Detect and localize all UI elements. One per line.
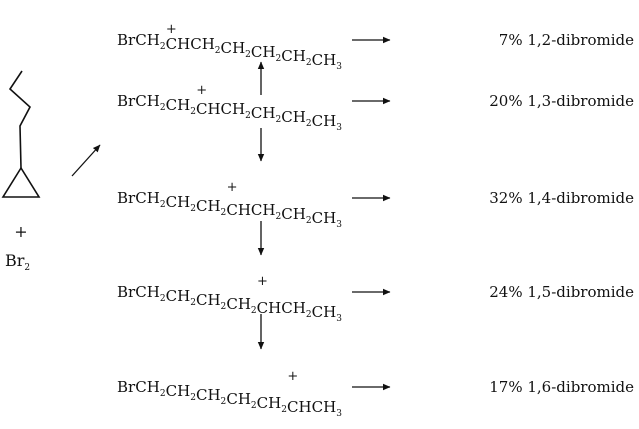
formula-segment: Br <box>117 92 136 110</box>
formula-segment: CH <box>196 386 221 404</box>
formula-segment: CH <box>251 104 276 122</box>
cation-formula-5: BrCH2CH2CH2CH2CH2CHCH3 <box>117 378 342 419</box>
formula-subscript: 2 <box>276 115 282 125</box>
carbocation-charge: + <box>287 369 298 384</box>
formula-subscript: 3 <box>336 409 342 419</box>
formula-subscript: 2 <box>306 58 312 68</box>
formula-subscript: 2 <box>306 310 312 320</box>
formula-segment: CHCH <box>257 299 306 317</box>
formula-subscript: 2 <box>245 111 251 121</box>
product-yield-3: 32% 1,4-dibromide <box>489 189 634 207</box>
formula-subscript: 2 <box>215 46 221 56</box>
formula-segment: CH <box>226 390 251 408</box>
formula-segment: CH <box>281 108 306 126</box>
cation-formula-4: BrCH2CH2CH2CH2CHCH2CH3 <box>117 283 342 324</box>
cyclopropane-ring <box>1 166 41 198</box>
product-yield-5: 17% 1,6-dibromide <box>489 378 634 396</box>
formula-subscript: 2 <box>190 107 196 117</box>
formula-subscript: 2 <box>160 42 166 52</box>
product-yield-2: 20% 1,3-dibromide <box>489 92 634 110</box>
formula-segment: CH <box>196 291 221 309</box>
formula-segment: CHCH <box>196 100 245 118</box>
formula-segment: CH <box>312 303 337 321</box>
formula-subscript: 2 <box>160 294 166 304</box>
butyl-chain <box>8 70 31 169</box>
formula-segment: Br <box>117 283 136 301</box>
formula-subscript: 2 <box>306 216 312 226</box>
formula-segment: CHCH <box>226 201 275 219</box>
formula-subscript: 3 <box>336 62 342 72</box>
formula-subscript: 2 <box>160 389 166 399</box>
product-yield-4: 24% 1,5-dibromide <box>489 283 634 301</box>
cation-formula-2: BrCH2CH2CHCH2CH2CH2CH3 <box>117 92 342 133</box>
formula-subscript: 3 <box>336 123 342 133</box>
formula-subscript: 3 <box>336 314 342 324</box>
formula-segment: CH <box>312 112 337 130</box>
bromine-reagent: Br2 <box>5 251 30 273</box>
butylcyclopropane-structure <box>1 70 41 198</box>
formula-subscript: 2 <box>160 103 166 113</box>
formula-segment: CHCH <box>287 398 336 416</box>
formula-subscript: 2 <box>221 397 227 407</box>
formula-segment: Br <box>117 31 136 49</box>
formula-segment: CH <box>166 287 191 305</box>
formula-segment: CH <box>135 378 160 396</box>
formula-segment: CH <box>135 283 160 301</box>
formula-segment: CH <box>281 47 306 65</box>
cation-formula-3: BrCH2CH2CH2CHCH2CH2CH3 <box>117 189 342 230</box>
formula-segment: CH <box>135 189 160 207</box>
carbocation-charge: + <box>166 22 177 37</box>
formula-subscript: 2 <box>190 393 196 403</box>
formula-subscript: 2 <box>251 306 257 316</box>
formula-segment: CH <box>251 43 276 61</box>
bromine-subscript: 2 <box>24 263 30 273</box>
formula-subscript: 2 <box>276 54 282 64</box>
formula-segment: CH <box>221 39 246 57</box>
formula-segment: CH <box>166 382 191 400</box>
formula-subscript: 2 <box>190 204 196 214</box>
formula-segment: CH <box>135 31 160 49</box>
cation-formula-1: BrCH2CHCH2CH2CH2CH2CH3 <box>117 31 342 72</box>
formula-subscript: 3 <box>336 220 342 230</box>
formula-segment: CH <box>257 394 282 412</box>
carbocation-charge: + <box>196 83 207 98</box>
carbocation-charge: + <box>227 180 238 195</box>
formula-segment: CH <box>196 197 221 215</box>
formula-subscript: 2 <box>190 298 196 308</box>
formula-segment: CH <box>312 209 337 227</box>
bromine-symbol: Br <box>5 251 25 270</box>
product-yield-1: 7% 1,2-dibromide <box>499 31 634 49</box>
initial-reaction-arrow <box>71 144 101 177</box>
formula-subscript: 2 <box>306 119 312 129</box>
formula-subscript: 2 <box>160 200 166 210</box>
formula-segment: CHCH <box>166 35 215 53</box>
formula-segment: CH <box>281 205 306 223</box>
formula-segment: CH <box>312 51 337 69</box>
formula-subscript: 2 <box>276 212 282 222</box>
formula-subscript: 2 <box>221 208 227 218</box>
formula-segment: CH <box>166 193 191 211</box>
carbocation-charge: + <box>257 274 268 289</box>
formula-subscript: 2 <box>245 50 251 60</box>
formula-segment: CH <box>166 96 191 114</box>
formula-subscript: 2 <box>251 401 257 411</box>
formula-segment: Br <box>117 378 136 396</box>
formula-subscript: 2 <box>221 302 227 312</box>
formula-subscript: 2 <box>281 405 287 415</box>
formula-segment: Br <box>117 189 136 207</box>
formula-segment: CH <box>135 92 160 110</box>
plus-sign: + <box>14 222 27 241</box>
formula-segment: CH <box>226 295 251 313</box>
